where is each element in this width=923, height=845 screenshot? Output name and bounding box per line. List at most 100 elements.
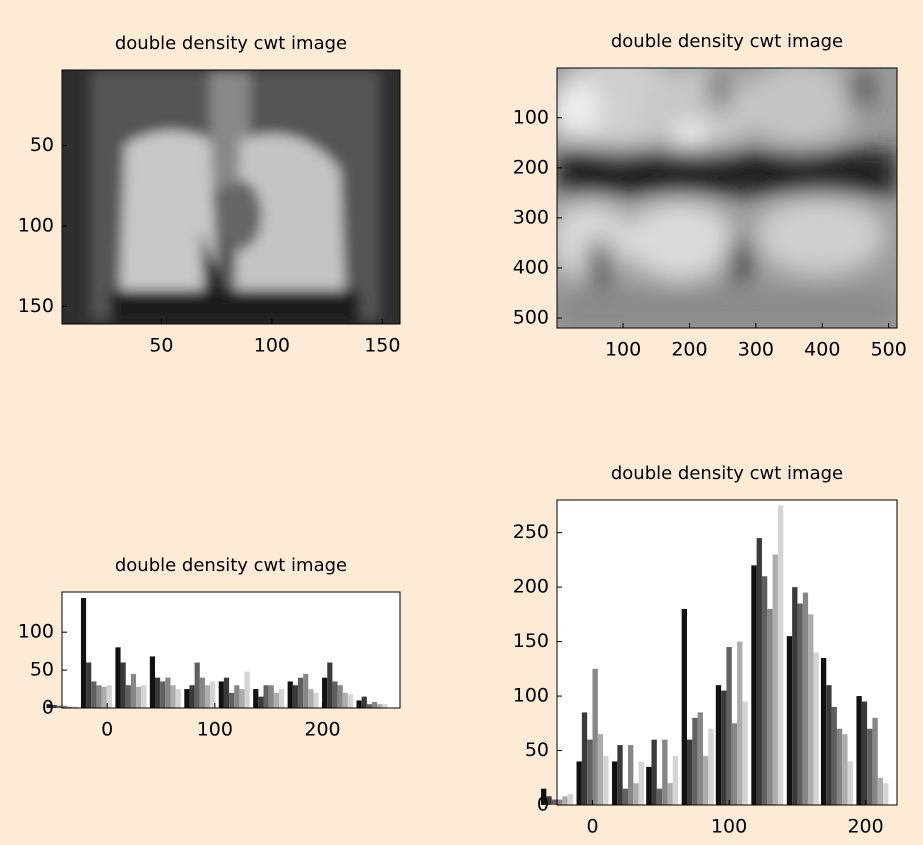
- y-tick-label: 150: [18, 295, 54, 317]
- axes-title: double density cwt image: [115, 33, 347, 54]
- y-tick-label: 100: [513, 685, 549, 707]
- y-tick-label: 100: [18, 621, 54, 643]
- bar: [582, 712, 587, 805]
- y-tick-label: 400: [513, 256, 549, 278]
- bar: [808, 614, 813, 805]
- bar: [155, 678, 160, 708]
- bar: [757, 538, 762, 805]
- x-tick-label: 0: [586, 816, 598, 838]
- bar: [382, 704, 387, 708]
- bar: [126, 685, 131, 708]
- bar: [200, 678, 205, 708]
- bar: [773, 554, 778, 805]
- x-tick-label: 200: [304, 719, 340, 741]
- bar: [721, 691, 726, 805]
- bar: [338, 685, 343, 708]
- bar: [245, 672, 250, 708]
- bar: [837, 729, 842, 805]
- y-tick-label: 200: [513, 576, 549, 598]
- bar: [862, 702, 867, 805]
- bar: [264, 685, 269, 708]
- bar: [205, 685, 210, 708]
- bar: [288, 681, 293, 708]
- bar: [737, 642, 742, 805]
- bar: [81, 598, 86, 708]
- bar: [617, 745, 622, 805]
- x-tick-label: 400: [804, 339, 840, 361]
- bar: [562, 796, 567, 805]
- axes-title: double density cwt image: [611, 31, 843, 52]
- bar: [651, 740, 656, 805]
- bar: [878, 778, 883, 805]
- y-tick-label: 50: [30, 659, 54, 681]
- bar: [667, 783, 672, 805]
- bar: [856, 696, 861, 805]
- bar: [308, 689, 313, 708]
- bar: [57, 706, 62, 708]
- x-tick-label: 500: [871, 339, 907, 361]
- bar: [703, 756, 708, 805]
- y-tick-label: 50: [30, 134, 54, 156]
- bar: [150, 656, 155, 708]
- bar: [872, 718, 877, 805]
- bar: [598, 734, 603, 805]
- bar: [633, 783, 638, 805]
- bar: [767, 609, 772, 805]
- bar: [692, 718, 697, 805]
- x-tick-label: 50: [149, 335, 173, 357]
- bar: [832, 707, 837, 805]
- chest-image: [62, 70, 400, 324]
- x-tick-label: 100: [197, 719, 233, 741]
- bar: [883, 783, 888, 805]
- y-tick-label: 50: [525, 739, 549, 761]
- bar: [646, 767, 651, 805]
- bar: [332, 681, 337, 708]
- x-tick-label: 200: [671, 339, 707, 361]
- bar: [552, 800, 557, 805]
- bar: [269, 685, 274, 708]
- bar: [327, 663, 332, 708]
- bar: [732, 723, 737, 805]
- bar: [274, 693, 279, 708]
- bar: [313, 693, 318, 708]
- bar: [176, 689, 181, 708]
- y-tick-label: 300: [513, 206, 549, 228]
- bar: [657, 789, 662, 805]
- x-tick-label: 100: [605, 339, 641, 361]
- axes-background: [62, 592, 400, 708]
- bar: [673, 756, 678, 805]
- x-tick-label: 200: [847, 816, 883, 838]
- bar: [224, 678, 229, 708]
- x-tick-label: 100: [254, 335, 290, 357]
- axes-title: double density cwt image: [115, 555, 347, 576]
- bar: [593, 669, 598, 805]
- bar: [803, 593, 808, 805]
- bar: [96, 685, 101, 708]
- bar: [348, 694, 353, 708]
- bar: [234, 685, 239, 708]
- bar: [639, 761, 644, 805]
- x-tick-label: 150: [364, 335, 400, 357]
- bar: [687, 740, 692, 805]
- bar: [623, 789, 628, 805]
- y-tick-label: 100: [513, 106, 549, 128]
- bar: [160, 681, 165, 708]
- bar: [587, 740, 592, 805]
- x-tick-label: 100: [711, 816, 747, 838]
- axes-title: double density cwt image: [611, 463, 843, 484]
- bar: [813, 653, 818, 806]
- bar: [367, 704, 372, 708]
- y-tick-label: 0: [537, 794, 549, 816]
- bar: [298, 678, 303, 708]
- bar: [762, 576, 767, 805]
- bar: [189, 685, 194, 708]
- bar: [557, 800, 562, 805]
- bar: [867, 729, 872, 805]
- x-tick-label: 300: [738, 339, 774, 361]
- bar: [842, 734, 847, 805]
- bar: [787, 636, 792, 805]
- x-tick-label: 0: [101, 719, 113, 741]
- bar: [279, 689, 284, 708]
- y-tick-label: 250: [513, 521, 549, 543]
- bar: [357, 700, 362, 708]
